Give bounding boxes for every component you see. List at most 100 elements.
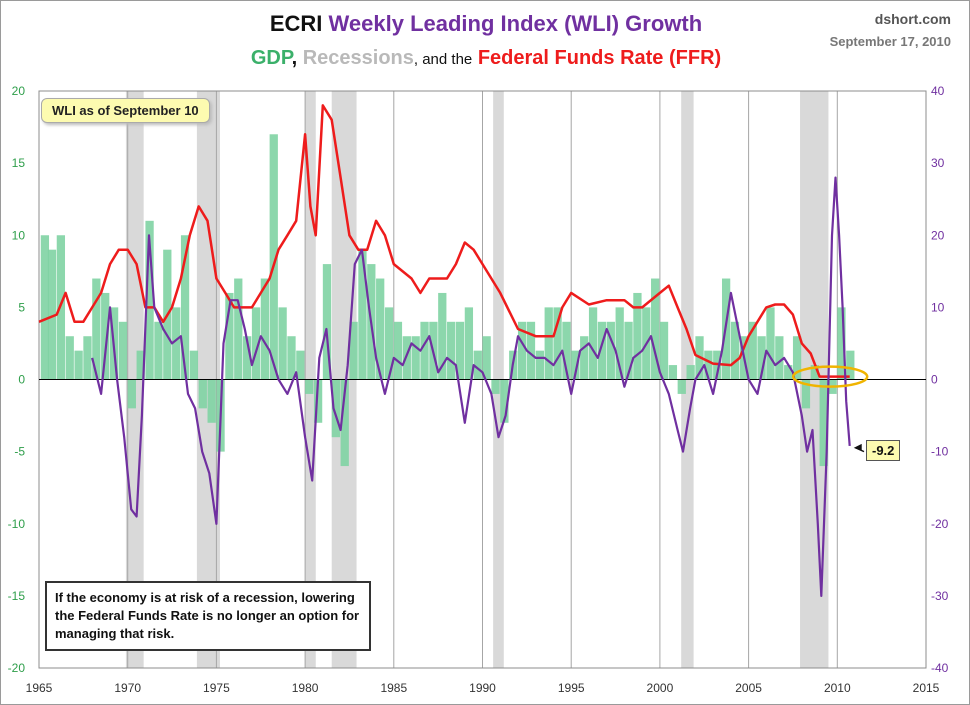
x-tick-label: 2005: [735, 681, 762, 695]
gdp-bar: [571, 350, 580, 380]
gdp-bar: [677, 379, 686, 394]
gdp-bar: [40, 235, 50, 380]
gdp-bar: [757, 336, 766, 380]
gdp-bar: [438, 292, 447, 380]
gdp-bar: [313, 379, 323, 423]
gdp-bar: [455, 321, 465, 380]
chart-title: ECRI Weekly Leading Index (WLI) Growth: [269, 11, 703, 36]
gdp-bar: [260, 278, 270, 380]
y-right-tick-label: 0: [931, 373, 938, 387]
gdp-bar: [606, 321, 615, 380]
gdp-bar: [198, 379, 207, 409]
gdp-bar: [411, 336, 420, 380]
gdp-bar: [358, 249, 367, 380]
gdp-bar: [659, 321, 669, 380]
gdp-bar: [92, 278, 101, 380]
gdp-bar: [331, 379, 340, 438]
x-tick-label: 1970: [114, 681, 141, 695]
gdp-bar: [101, 292, 110, 380]
y-left-tick-label: -20: [8, 661, 26, 675]
gdp-bar: [180, 235, 190, 380]
gdp-bar: [651, 278, 660, 380]
wli-date-callout: WLI as of September 10: [41, 98, 210, 123]
gdp-bar: [136, 350, 145, 380]
y-right-tick-label: 20: [931, 228, 945, 242]
gdp-bar: [535, 350, 544, 380]
y-left-tick-label: 5: [18, 300, 25, 314]
y-right-tick-label: 10: [931, 300, 945, 314]
last-value-label: -9.2: [866, 440, 901, 461]
gdp-bar: [597, 321, 607, 380]
gdp-bar: [278, 307, 287, 380]
gdp-bar: [686, 365, 695, 380]
gdp-bar: [810, 365, 819, 380]
gdp-bar: [846, 350, 855, 380]
gdp-bar: [189, 350, 199, 380]
gdp-bar: [730, 321, 740, 380]
gdp-bar: [384, 307, 394, 380]
y-right-tick-label: 30: [931, 156, 945, 170]
x-tick-label: 2000: [647, 681, 674, 695]
y-left-tick-label: 0: [18, 373, 25, 387]
last-value-arrowhead: [853, 443, 862, 451]
gdp-bar: [287, 336, 296, 380]
gdp-bar: [269, 134, 278, 380]
gdp-bar: [588, 307, 598, 380]
ffr-highlight-ellipse: [791, 365, 869, 388]
x-tick-label: 1980: [292, 681, 319, 695]
gdp-bar: [296, 350, 305, 380]
gdp-bar: [234, 278, 243, 380]
gdp-bar: [473, 350, 482, 380]
gdp-bar: [74, 350, 83, 380]
y-left-tick-label: -10: [8, 517, 26, 531]
gdp-bar: [83, 336, 92, 380]
gdp-bar: [633, 292, 642, 380]
gdp-bar: [447, 321, 456, 380]
gdp-bar: [127, 379, 136, 409]
gdp-bar: [207, 379, 216, 423]
x-tick-label: 1995: [558, 681, 585, 695]
gdp-bar: [580, 336, 589, 380]
x-tick-label: 1965: [26, 681, 53, 695]
wli-line: [91, 176, 851, 597]
chart-subtitle: GDP, Recessions, and the Federal Funds R…: [250, 47, 722, 69]
gdp-bar: [47, 249, 57, 380]
gdp-bar: [562, 321, 571, 380]
y-right-tick-label: -30: [931, 589, 949, 603]
y-right-tick-label: -10: [931, 445, 949, 459]
gdp-bar: [517, 321, 527, 380]
gdp-bar: [819, 379, 828, 467]
gdp-bar: [784, 365, 793, 380]
gdp-bar: [172, 307, 181, 380]
gdp-bar: [775, 336, 784, 380]
y-left-tick-label: -15: [8, 589, 26, 603]
gdp-bar: [340, 379, 349, 467]
annotation-note: If the economy is at risk of a recession…: [45, 581, 371, 651]
gdp-bar: [393, 321, 403, 380]
x-tick-label: 1985: [380, 681, 407, 695]
gdp-bar: [615, 307, 624, 380]
gdp-bar: [464, 307, 474, 380]
gdp-bar: [118, 321, 128, 380]
gdp-bar: [837, 307, 846, 380]
gdp-bar: [482, 336, 491, 380]
y-right-tick-label: -40: [931, 661, 949, 675]
y-right-tick-label: -20: [931, 517, 949, 531]
source-label: dshort.com: [874, 11, 951, 27]
y-left-tick-label: 10: [12, 228, 26, 242]
x-tick-label: 1990: [469, 681, 496, 695]
gdp-bar: [154, 321, 163, 380]
gdp-bar: [420, 321, 429, 380]
x-tick-label: 1975: [203, 681, 230, 695]
gdp-bar: [349, 321, 358, 380]
gdp-bar: [748, 321, 757, 380]
gdp-bar: [145, 220, 154, 380]
gdp-bar: [792, 336, 802, 380]
x-tick-label: 2010: [824, 681, 851, 695]
gdp-bar: [491, 379, 500, 394]
gdp-bar: [553, 307, 562, 380]
gdp-bar: [500, 379, 509, 423]
gdp-bar: [766, 307, 775, 380]
